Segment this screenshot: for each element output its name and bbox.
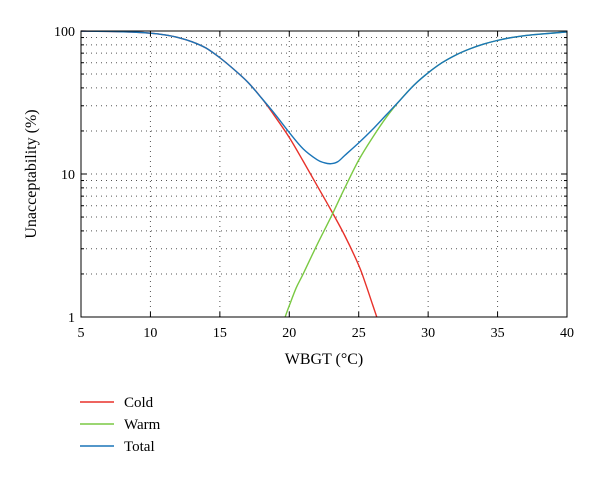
x-tick-label: 30 [421,326,435,341]
grid-layer [81,31,567,317]
plot-frame [80,30,568,318]
legend: Cold Warm Total [80,395,161,455]
ticks-layer [80,30,568,318]
y-tick-labels: 1 10 100 [54,25,75,326]
series-layer [81,30,567,317]
y-tick-label: 10 [61,168,75,183]
y-tick-label: 100 [54,25,75,40]
x-tick-label: 20 [282,326,296,341]
x-tick-labels: 5 10 15 20 25 30 35 40 [78,326,575,341]
x-axis-label: WBGT (°C) [285,351,364,368]
legend-label-total: Total [124,439,155,455]
series-line-total [81,30,567,165]
series-line-cold [81,30,378,317]
x-tick-label: 10 [143,326,157,341]
y-tick-label: 1 [68,311,75,326]
x-tick-label: 35 [491,326,505,341]
x-tick-label: 25 [352,326,366,341]
legend-label-cold: Cold [124,395,154,411]
x-tick-label: 40 [560,326,574,341]
legend-label-warm: Warm [124,417,161,433]
x-tick-label: 5 [78,326,85,341]
y-axis-label: Unacceptability (%) [23,109,40,238]
x-tick-label: 15 [213,326,227,341]
